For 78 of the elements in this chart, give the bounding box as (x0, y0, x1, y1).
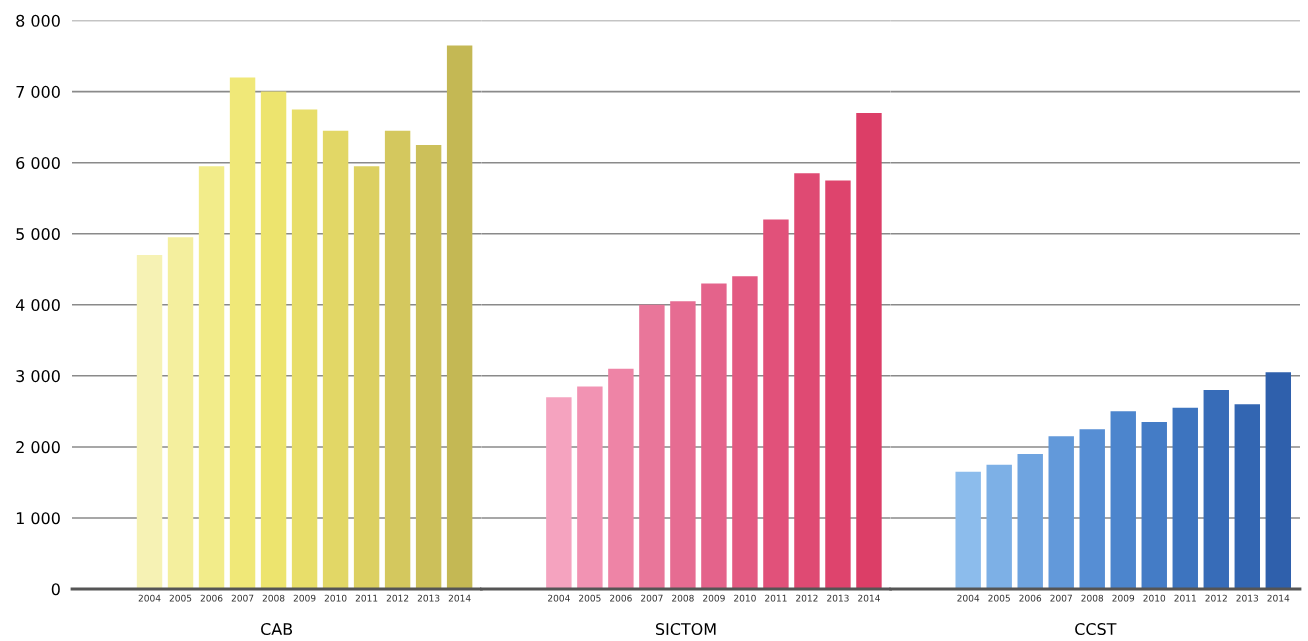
x-tick-label: 2010 (734, 594, 756, 602)
x-tick-label: 2009 (1112, 594, 1135, 602)
bar (577, 386, 603, 589)
x-tick-label: 2012 (386, 594, 409, 602)
y-tick-label: 3 000 (16, 370, 60, 383)
bar (794, 173, 820, 589)
bar (1048, 436, 1074, 589)
bar (608, 368, 634, 589)
bar (322, 130, 349, 589)
bar (1017, 454, 1043, 589)
x-axis-title: SICTOM (656, 623, 716, 636)
bar (955, 471, 981, 589)
bar (1079, 429, 1105, 589)
x-tick-label: 2008 (1081, 594, 1104, 602)
bar (229, 77, 256, 589)
bar (291, 109, 318, 589)
y-tick-label: 4 000 (15, 299, 60, 312)
bar (1234, 404, 1260, 589)
bar (763, 219, 789, 589)
bar (446, 45, 473, 589)
y-tick-label: 0 (51, 583, 60, 596)
x-axis-title: CCST (1075, 623, 1117, 636)
x-tick-label: 2005 (988, 594, 1010, 602)
x-tick-label: 2013 (417, 594, 440, 602)
bar (136, 255, 163, 589)
x-tick-label: 2008 (672, 594, 694, 602)
x-axis-title: CAB (261, 623, 293, 636)
x-tick-label: 2007 (231, 594, 254, 602)
x-tick-label: 2006 (610, 594, 632, 602)
bar (415, 144, 442, 589)
x-tick-label: 2005 (169, 594, 192, 602)
x-tick-label: 2011 (355, 594, 378, 602)
x-tick-label: 2011 (765, 594, 787, 602)
bar (639, 304, 665, 589)
y-tick-label: 5 000 (16, 227, 60, 241)
y-tick-label: 6 000 (16, 156, 60, 169)
bar (732, 276, 758, 589)
bar (353, 166, 380, 589)
x-tick-label: 2010 (324, 594, 347, 602)
bar (1110, 411, 1136, 589)
x-tick-label: 2009 (293, 594, 316, 602)
y-tick-label: 1 000 (16, 512, 60, 525)
bar (546, 397, 572, 589)
bar (198, 166, 225, 589)
x-tick-label: 2009 (703, 594, 725, 602)
bar (1172, 407, 1198, 589)
bar (1203, 390, 1229, 589)
x-tick-label: 2014 (1267, 594, 1290, 602)
bar (384, 130, 411, 589)
y-tick-label: 7 000 (16, 85, 60, 98)
y-tick-label: 8 000 (16, 14, 60, 27)
x-tick-label: 2013 (827, 594, 849, 602)
x-tick-label: 2010 (1143, 594, 1166, 602)
x-tick-label: 2012 (796, 594, 818, 602)
bar (260, 91, 287, 589)
x-tick-label: 2014 (858, 594, 880, 602)
bar (1265, 372, 1292, 589)
x-tick-label: 2013 (1236, 594, 1259, 602)
bar (825, 180, 851, 589)
x-tick-label: 2007 (1050, 594, 1072, 602)
bar (670, 301, 696, 589)
x-tick-label: 2008 (262, 594, 285, 602)
x-tick-label: 2014 (448, 594, 471, 602)
bar (701, 283, 727, 589)
x-tick-label: 2004 (548, 594, 570, 602)
y-tick-label: 2 000 (16, 441, 60, 454)
x-tick-label: 2005 (579, 594, 601, 602)
bar (986, 464, 1012, 589)
x-tick-label: 2004 (957, 594, 980, 602)
x-tick-label: 2011 (1174, 594, 1196, 602)
x-tick-label: 2007 (641, 594, 663, 602)
x-tick-label: 2006 (200, 594, 223, 602)
bar (167, 237, 194, 589)
x-tick-label: 2006 (1019, 594, 1042, 602)
x-tick-label: 2004 (138, 594, 161, 602)
x-tick-label: 2012 (1205, 594, 1227, 602)
bar (1141, 422, 1167, 589)
bar (856, 112, 882, 589)
